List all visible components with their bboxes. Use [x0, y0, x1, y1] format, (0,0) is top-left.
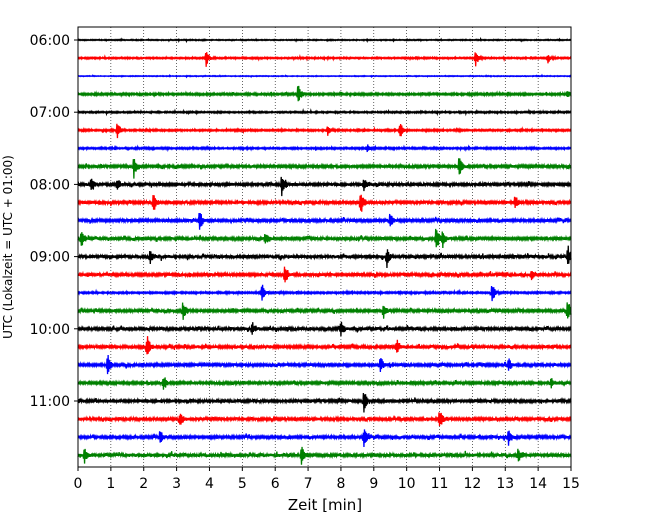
trace-0700 — [77, 107, 572, 117]
x-tick-label: 8 — [336, 476, 345, 492]
trace-1100 — [77, 393, 572, 413]
x-tick-label: 14 — [529, 476, 547, 492]
x-tick-label: 7 — [304, 476, 313, 492]
y-tick-label: 10:00 — [30, 322, 70, 338]
y-tick-label: 06:00 — [30, 33, 70, 49]
trace-1030 — [77, 354, 572, 375]
x-axis-label: Zeit [min] — [288, 496, 362, 514]
y-axis-label: UTC (Lokalzeit = UTC + 01:00) — [1, 155, 15, 339]
trace-0715 — [77, 123, 572, 139]
trace-0645 — [77, 85, 572, 102]
vertical-grid — [110, 27, 539, 467]
trace-0900 — [77, 245, 572, 268]
trace-0615 — [77, 52, 572, 67]
trace-1045 — [77, 377, 572, 390]
trace-0845 — [77, 228, 572, 249]
trace-0800 — [77, 176, 572, 197]
trace-0930 — [77, 284, 572, 302]
trace-1000 — [77, 321, 572, 337]
trace-1130 — [77, 429, 572, 448]
trace-0600 — [77, 36, 572, 44]
x-tick-label: 13 — [496, 476, 514, 492]
y-tick-label: 07:00 — [30, 105, 70, 121]
x-tick-label: 2 — [139, 476, 148, 492]
plot-frame — [77, 26, 572, 468]
x-tick-label: 15 — [562, 476, 580, 492]
trace-1015 — [77, 336, 572, 355]
x-tick-label: 9 — [369, 476, 378, 492]
x-tick-label: 0 — [74, 476, 83, 492]
x-tick-label: 11 — [431, 476, 449, 492]
x-tick-label: 12 — [463, 476, 481, 492]
y-axis-ticks: 06:00 07:00 08:00 09:00 10:00 11:00 — [30, 33, 78, 410]
trace-0815 — [77, 194, 572, 212]
y-tick-label: 11:00 — [30, 394, 70, 410]
trace-0745 — [77, 158, 572, 179]
trace-0630 — [77, 73, 572, 79]
trace-1145 — [77, 446, 572, 465]
x-tick-label: 10 — [398, 476, 416, 492]
x-tick-label: 3 — [172, 476, 181, 492]
x-tick-label: 6 — [271, 476, 280, 492]
trace-0945 — [77, 302, 572, 320]
trace-group — [77, 36, 572, 465]
x-tick-label: 4 — [205, 476, 214, 492]
x-axis-ticks: 0 1 2 3 4 5 6 7 8 9 10 11 12 13 14 15 — [74, 467, 580, 492]
trace-0915 — [77, 266, 572, 283]
trace-1115 — [77, 412, 572, 427]
trace-0830 — [77, 212, 572, 230]
x-tick-label: 1 — [106, 476, 115, 492]
x-tick-label: 5 — [238, 476, 247, 492]
y-tick-label: 08:00 — [30, 177, 70, 193]
trace-0730 — [77, 144, 572, 153]
y-tick-label: 09:00 — [30, 250, 70, 266]
